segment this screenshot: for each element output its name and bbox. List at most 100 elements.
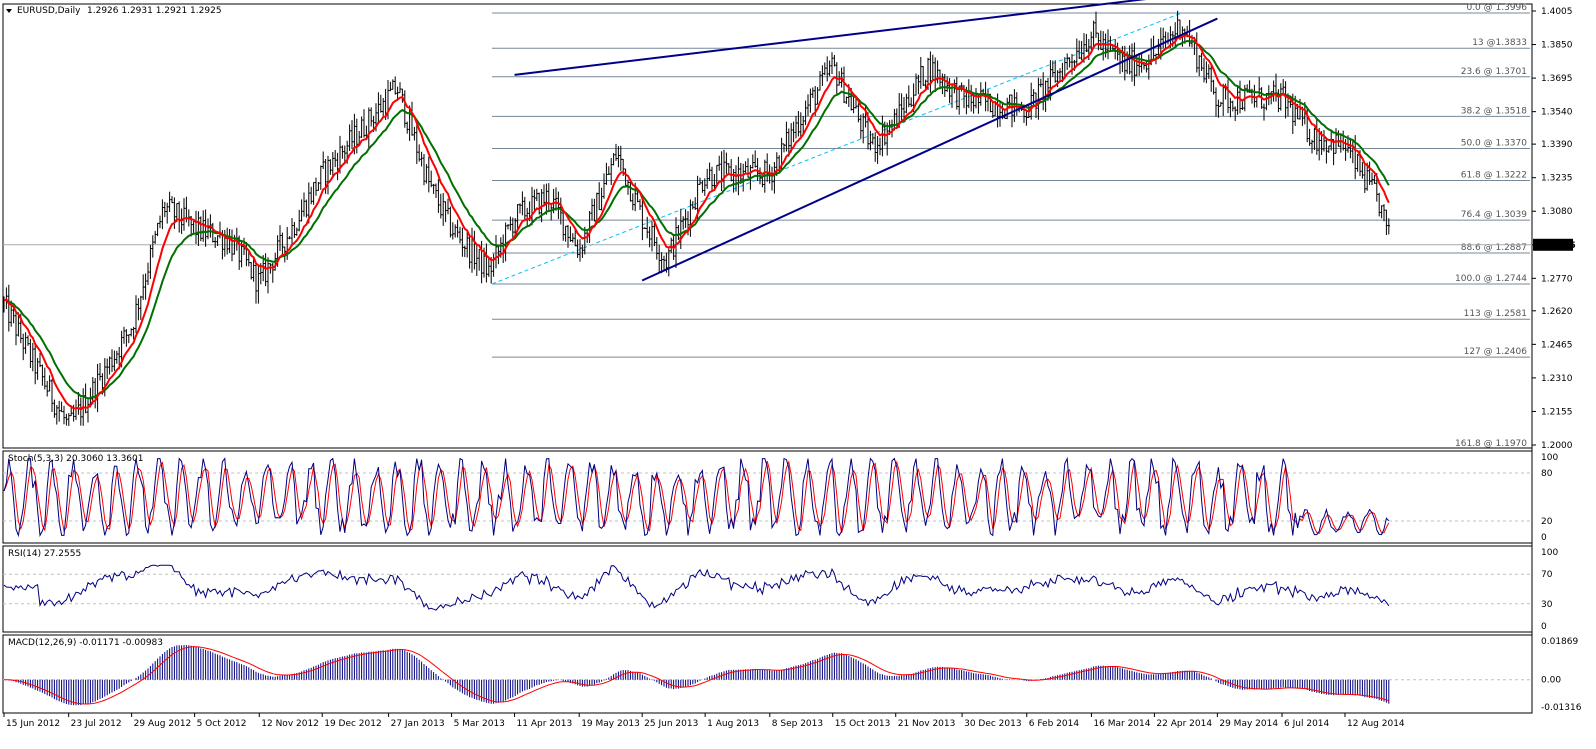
price-bar	[876, 136, 879, 164]
price-bar	[874, 132, 877, 162]
price-bar	[571, 233, 574, 243]
price-bar	[773, 161, 776, 194]
price-bar	[293, 221, 296, 238]
price-bar	[247, 250, 250, 267]
price-bar	[617, 146, 620, 168]
price-bar	[314, 177, 318, 196]
price-bar	[1370, 172, 1374, 185]
price-bar	[257, 265, 260, 304]
price-bar	[1332, 139, 1335, 166]
x-tick-label-4: 12 Nov 2012	[261, 719, 319, 729]
symbol-label: EURUSD,Daily	[17, 6, 81, 16]
x-tick-label-17: 16 Mar 2014	[1093, 719, 1150, 729]
price-bar	[578, 239, 582, 262]
price-bar	[614, 143, 618, 161]
price-bar	[590, 198, 594, 221]
price-bar	[1219, 101, 1222, 107]
y-tick-label-3: 1.3540	[1541, 108, 1573, 118]
stoch-signal-line	[3, 460, 1390, 535]
price-bar	[854, 97, 858, 109]
price-bar	[439, 193, 442, 219]
stoch-tick-3: 0	[1541, 533, 1547, 543]
price-bar	[946, 76, 949, 92]
price-bar	[845, 96, 848, 104]
price-bar	[432, 183, 435, 194]
price-bar	[830, 52, 834, 75]
price-bar	[329, 159, 332, 175]
price-bar	[751, 154, 754, 169]
y-tick-label-12: 1.2155	[1541, 407, 1573, 417]
y-tick-label-10: 1.2465	[1541, 340, 1573, 350]
price-bar	[794, 115, 798, 139]
price-bar	[456, 219, 459, 238]
price-bar	[475, 245, 478, 276]
price-bar	[526, 207, 529, 227]
price-bar	[403, 90, 406, 128]
price-bar	[766, 153, 769, 182]
x-tick-label-12: 8 Sep 2013	[772, 719, 823, 729]
price-bar	[881, 115, 884, 157]
stoch-main-line	[3, 456, 1390, 538]
price-bar	[442, 193, 445, 226]
price-bar	[821, 65, 824, 86]
price-bar	[650, 221, 654, 252]
fib-level-label-5: 61.8 @ 1.3222	[1461, 170, 1527, 180]
price-bar	[298, 209, 301, 232]
price-bar	[341, 145, 344, 159]
price-bar	[43, 367, 46, 390]
x-tick-label-2: 29 Aug 2012	[134, 719, 192, 729]
price-bar	[991, 101, 994, 118]
price-bar	[398, 82, 402, 94]
price-bar	[809, 88, 812, 113]
price-bar	[648, 226, 651, 248]
x-tick-label-16: 6 Feb 2014	[1029, 719, 1080, 729]
price-bar	[348, 124, 351, 152]
price-bar	[310, 186, 313, 205]
price-bar	[1282, 79, 1285, 95]
price-bar	[602, 173, 606, 199]
price-bar	[36, 357, 39, 380]
current-price-label: 1.2925	[1541, 241, 1576, 251]
rsi-tick-1: 70	[1541, 570, 1553, 580]
price-bar	[269, 263, 272, 274]
x-tick-label-21: 12 Aug 2014	[1347, 719, 1405, 729]
x-tick-label-11: 1 Aug 2013	[707, 719, 759, 729]
price-bar	[878, 137, 882, 156]
price-bar	[1385, 209, 1388, 235]
price-bar	[204, 209, 207, 247]
price-bar	[799, 112, 802, 140]
x-tick-label-1: 23 Jul 2012	[71, 719, 122, 729]
price-bar	[31, 342, 34, 372]
price-bar	[542, 184, 546, 207]
price-bar	[638, 199, 642, 210]
price-bar	[1222, 83, 1225, 116]
price-bar	[134, 295, 138, 334]
price-bar	[1138, 53, 1141, 76]
price-bar	[46, 380, 49, 397]
price-bar	[1349, 137, 1352, 159]
price-bar	[458, 226, 462, 244]
price-bar	[295, 227, 298, 236]
price-bar	[1198, 55, 1201, 77]
price-bar	[108, 356, 111, 375]
price-bar	[154, 230, 157, 244]
x-tick-label-18: 22 Apr 2014	[1156, 719, 1212, 729]
x-tick-label-6: 27 Jan 2013	[391, 719, 445, 729]
price-bar	[658, 244, 661, 273]
price-bar	[312, 182, 315, 205]
price-bar	[1262, 103, 1266, 121]
price-bar	[300, 199, 303, 222]
price-bar	[1068, 57, 1071, 68]
price-bar	[1217, 99, 1220, 118]
price-bar	[823, 62, 826, 76]
price-bar	[254, 264, 258, 304]
price-bar	[619, 145, 622, 171]
price-bar	[612, 153, 615, 166]
y-tick-label-11: 1.2310	[1541, 374, 1573, 384]
fib-level-label-10: 127 @ 1.2406	[1464, 347, 1528, 357]
price-bar	[322, 151, 325, 170]
price-bar	[278, 225, 282, 252]
price-bar	[857, 103, 860, 123]
